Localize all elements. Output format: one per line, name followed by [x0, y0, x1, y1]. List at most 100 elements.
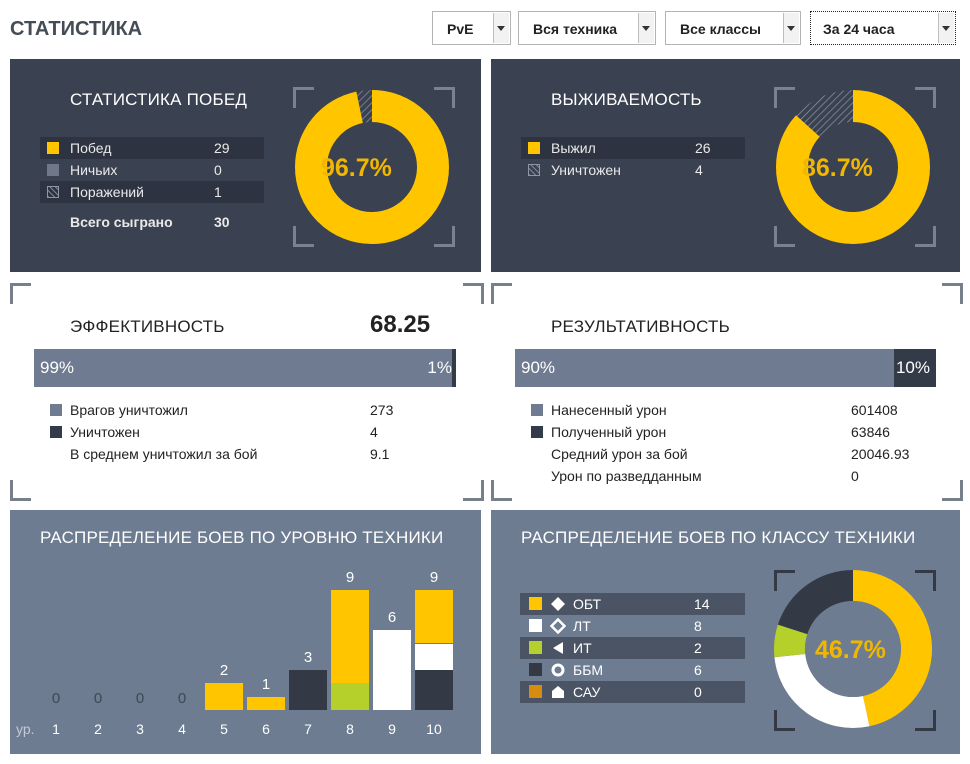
row-label: ИТ	[573, 640, 592, 656]
row-value: 1	[214, 184, 222, 200]
legend-swatch	[47, 164, 59, 176]
house-icon	[552, 686, 564, 698]
row-value: 273	[370, 402, 394, 418]
class-donut-hole	[805, 601, 901, 697]
row-value: 26	[695, 140, 711, 156]
row-label: Уничтожен	[551, 162, 621, 178]
legend-swatch	[529, 597, 542, 610]
class-donut-slice	[853, 570, 932, 727]
chevron-down-icon[interactable]	[938, 13, 954, 43]
tier-bar-segment	[331, 590, 369, 684]
tier-bar-value: 1	[261, 675, 271, 693]
tier-bar-segment	[205, 683, 243, 710]
survival-title: ВЫЖИВАЕМОСТЬ	[551, 90, 702, 109]
tier-bar-value: 2	[219, 662, 229, 680]
tier-panel: РАСПРЕДЕЛЕНИЕ БОЕВ ПО УРОВНЮ ТЕХНИКИ ур.…	[10, 510, 481, 754]
legend-swatch	[50, 426, 62, 438]
legend-swatch	[50, 404, 62, 416]
class-donut-chart	[774, 570, 932, 728]
wins-title: СТАТИСТИКА ПОБЕД	[70, 90, 248, 109]
legend-swatch	[529, 663, 542, 676]
row-value: 0	[694, 684, 702, 700]
row-value: 601408	[851, 402, 898, 418]
tier-bar-value: 0	[51, 690, 61, 707]
tier-bar-value: 3	[303, 649, 313, 667]
class-row-bbm: ББМ 6	[520, 659, 745, 681]
chevron-down-icon[interactable]	[638, 13, 654, 43]
class-donut-slice	[777, 570, 853, 635]
class-percent: 46.7%	[815, 636, 886, 664]
performance-bar-fill	[515, 349, 894, 387]
row-value: 0	[851, 468, 859, 484]
row-label: ОБТ	[573, 596, 601, 612]
performance-bar-right-label: 10%	[895, 358, 930, 377]
class-row-sau: САУ 0	[520, 681, 745, 703]
efficiency-row-kills: Врагов уничтожил 273	[50, 399, 450, 421]
row-value: 14	[694, 596, 710, 612]
wins-row-draws: Ничьих 0	[40, 159, 264, 181]
tier-bar-value: 0	[135, 690, 145, 707]
legend-swatch	[531, 404, 543, 416]
row-value: 63846	[851, 424, 890, 440]
efficiency-row-destroyed: Уничтожен 4	[50, 421, 450, 443]
tier-axis-label: ур.	[16, 721, 35, 737]
class-row-it: ИТ 2	[520, 637, 745, 659]
performance-row-average: Средний урон за бой 20046.93	[531, 443, 931, 465]
vehicle-select[interactable]: Вся техника	[518, 11, 656, 45]
row-value: 0	[214, 162, 222, 178]
row-label: Ничьих	[70, 162, 118, 178]
tier-bar-segment	[289, 670, 327, 710]
tier-bar-value: 9	[345, 569, 355, 587]
row-value: 29	[214, 140, 230, 156]
tier-bar-chart: 0 1 0 2 0 3 0 4 2 5 1 6 3 7 9 8 6 9 9 10	[10, 510, 481, 754]
tier-bar-value: 6	[387, 609, 397, 627]
chevron-down-icon[interactable]	[783, 13, 799, 43]
tier-axis-tick: 1	[52, 721, 60, 737]
tier-bar-segment	[247, 696, 285, 710]
chevron-down-icon[interactable]	[493, 13, 509, 43]
performance-bar: 90% 10%	[515, 349, 936, 387]
row-label: Средний урон за бой	[551, 446, 688, 462]
tier-axis-tick: 7	[304, 721, 312, 737]
efficiency-score: 68.25	[370, 311, 431, 338]
period-select[interactable]: За 24 часа	[810, 11, 956, 45]
legend-swatch	[531, 426, 543, 438]
row-label: Поражений	[70, 184, 144, 200]
legend-swatch	[529, 641, 542, 654]
performance-title: РЕЗУЛЬТАТИВНОСТЬ	[551, 317, 730, 336]
wins-total-row: Всего сыграно 30	[40, 211, 264, 233]
tier-title: РАСПРЕДЕЛЕНИЕ БОЕВ ПО УРОВНЮ ТЕХНИКИ	[40, 528, 444, 547]
class-title: РАСПРЕДЕЛЕНИЕ БОЕВ ПО КЛАССУ ТЕХНИКИ	[521, 528, 916, 547]
wins-panel: СТАТИСТИКА ПОБЕД Побед 29 Ничьих 0 Пораж…	[10, 59, 481, 272]
efficiency-bar-fill	[34, 349, 452, 387]
row-label: Урон по разведданным	[551, 468, 702, 484]
tier-bar-segment	[331, 683, 369, 710]
tier-axis-tick: 8	[346, 721, 354, 737]
wins-donut-chart	[295, 90, 449, 244]
row-value: 6	[694, 662, 702, 678]
survival-panel: ВЫЖИВАЕМОСТЬ Выжил 26 Уничтожен 4 86.7%	[491, 59, 960, 272]
period-select-value: За 24 часа	[823, 21, 895, 37]
performance-row-received: Полученный урон 63846	[531, 421, 931, 443]
diamond-icon	[551, 597, 565, 611]
tier-bar-value: 0	[177, 690, 187, 707]
survival-percent: 86.7%	[802, 154, 873, 182]
row-label: Полученный урон	[551, 424, 667, 440]
tier-bar-segment	[415, 590, 453, 644]
row-label: Побед	[70, 140, 112, 156]
efficiency-bar: 99% 1%	[34, 349, 456, 387]
legend-swatch	[47, 142, 59, 154]
class-select[interactable]: Все классы	[665, 11, 801, 45]
legend-swatch	[529, 685, 542, 698]
tier-axis-tick: 10	[426, 721, 442, 737]
wins-row-victories: Побед 29	[40, 137, 264, 159]
tier-axis-tick: 2	[94, 721, 102, 737]
row-label: Выжил	[551, 140, 596, 156]
class-select-value: Все классы	[680, 21, 761, 37]
efficiency-title: ЭФФЕКТИВНОСТЬ	[70, 317, 225, 336]
tier-axis-tick: 3	[136, 721, 144, 737]
mode-select[interactable]: PvE	[432, 11, 511, 45]
donut-arc	[295, 90, 449, 244]
wins-row-defeats: Поражений 1	[40, 181, 264, 203]
tier-axis-tick: 6	[262, 721, 270, 737]
